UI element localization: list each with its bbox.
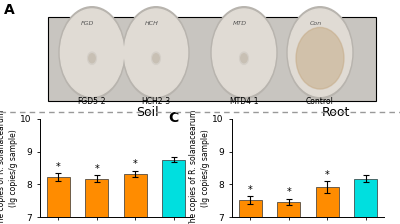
Ellipse shape [124,9,188,96]
Bar [354,179,377,224]
Text: *: * [325,170,330,180]
Text: Soil: Soil [136,106,158,119]
Ellipse shape [287,7,353,99]
Bar [85,179,108,224]
Text: *: * [133,159,138,169]
Ellipse shape [88,52,96,65]
Ellipse shape [241,54,247,63]
Ellipse shape [240,52,248,65]
Bar [124,174,147,224]
Bar [277,202,300,224]
Y-axis label: The copies of R. solanacearum
(lg copies/g sample): The copies of R. solanacearum (lg copies… [189,109,210,224]
FancyBboxPatch shape [48,17,376,101]
Ellipse shape [212,9,276,96]
Text: MTD: MTD [233,21,247,26]
Ellipse shape [152,52,160,65]
Ellipse shape [296,27,344,89]
Bar [162,160,185,224]
Text: *: * [286,187,291,197]
Y-axis label: The copies of R. solanacearum
(lg copies/g sample): The copies of R. solanacearum (lg copies… [0,109,18,224]
Text: FGD5-2: FGD5-2 [78,97,106,106]
Text: Root: Root [322,106,350,119]
Text: *: * [248,185,253,195]
Bar [316,187,339,224]
Text: Con: Con [310,21,322,26]
Text: *: * [56,162,61,172]
Text: MTD4-1: MTD4-1 [229,97,259,106]
Text: *: * [94,164,99,174]
Ellipse shape [123,7,189,99]
Ellipse shape [60,9,124,96]
Text: FGD: FGD [81,21,95,26]
Text: Control: Control [306,97,334,106]
Ellipse shape [153,54,159,63]
Text: HCH: HCH [145,21,159,26]
Ellipse shape [89,54,95,63]
Text: HCH2-3: HCH2-3 [142,97,170,106]
Ellipse shape [59,7,125,99]
Bar [47,177,70,224]
Ellipse shape [211,7,277,99]
Text: C: C [168,111,178,125]
Text: A: A [4,3,15,17]
Ellipse shape [288,9,352,96]
Bar [239,200,262,224]
